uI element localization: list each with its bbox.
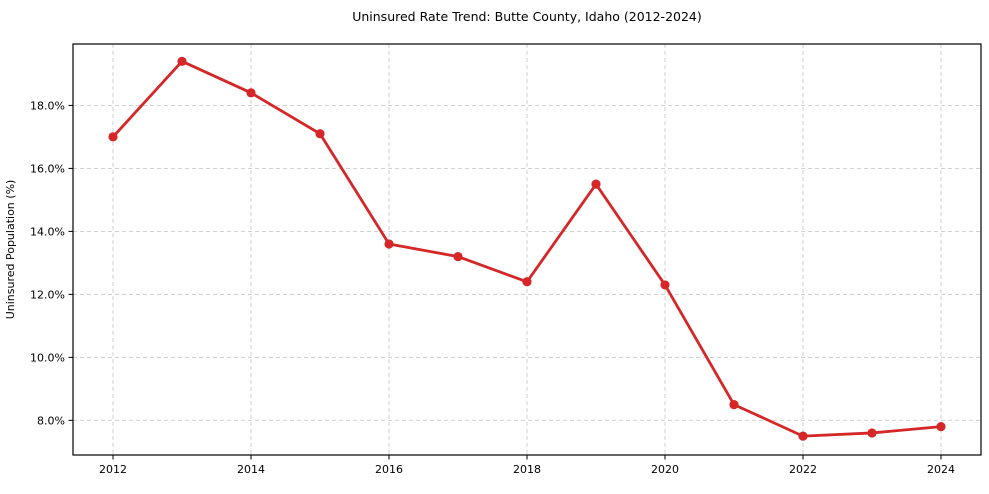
- data-points: [108, 56, 946, 441]
- x-tick-label: 2012: [99, 463, 127, 476]
- y-tick-label: 8.0%: [37, 414, 65, 427]
- y-tick-label: 10.0%: [30, 351, 65, 364]
- data-point: [522, 277, 532, 287]
- data-point: [936, 422, 946, 432]
- data-point: [453, 251, 463, 262]
- data-point: [798, 431, 808, 441]
- y-tick-label: 16.0%: [30, 162, 65, 175]
- chart-title: Uninsured Rate Trend: Butte County, Idah…: [352, 9, 702, 24]
- data-point: [660, 280, 670, 290]
- x-tick-label: 2016: [375, 463, 403, 476]
- gridlines: [73, 44, 981, 455]
- tick-labels: 2012 2014 2016 2018 2020 2022 2024 8.0% 10.0% 12.…: [30, 99, 955, 476]
- data-point: [315, 129, 325, 139]
- data-point: [177, 56, 187, 66]
- y-tick-label: 18.0%: [30, 99, 65, 112]
- tick-marks: [68, 104, 942, 460]
- data-point: [384, 239, 394, 249]
- x-tick-label: 2020: [651, 463, 679, 476]
- x-tick-label: 2014: [237, 463, 265, 476]
- y-tick-label: 12.0%: [30, 288, 65, 301]
- x-tick-label: 2018: [513, 463, 541, 476]
- y-axis-label: Uninsured Population (%): [4, 180, 17, 320]
- x-tick-label: 2022: [789, 463, 817, 476]
- y-tick-label: 14.0%: [30, 225, 65, 238]
- data-point: [729, 400, 739, 410]
- data-point: [867, 428, 877, 438]
- data-point: [591, 179, 601, 189]
- data-point: [108, 132, 118, 142]
- data-point: [246, 88, 256, 98]
- x-tick-label: 2024: [927, 463, 955, 476]
